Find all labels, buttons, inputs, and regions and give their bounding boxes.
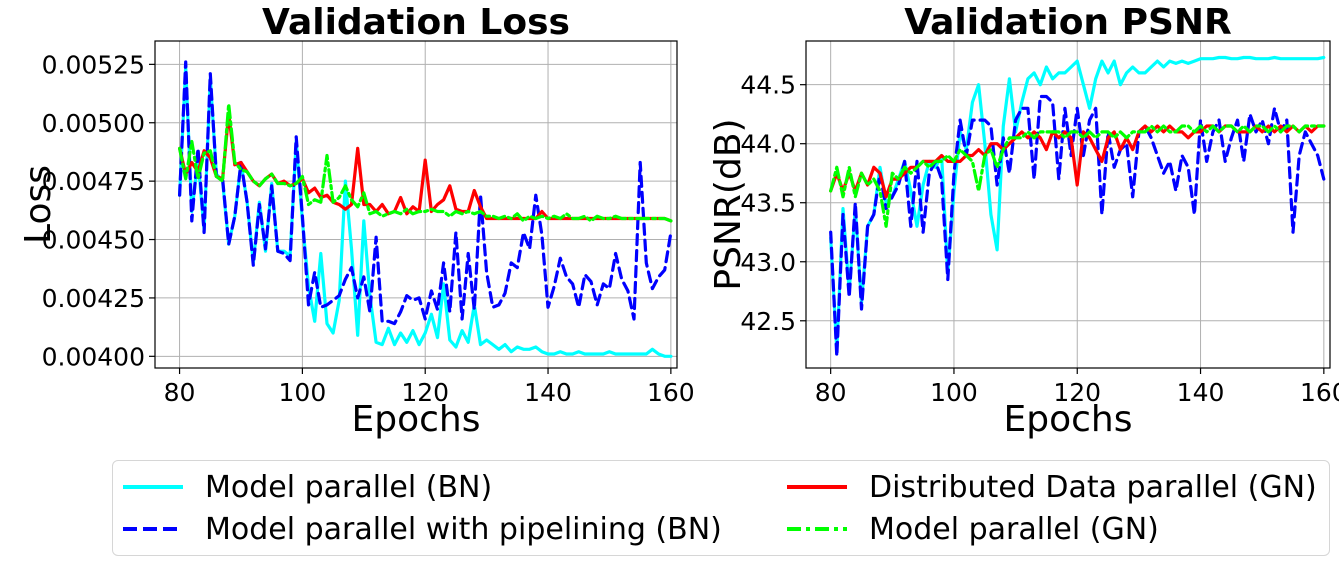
series-group	[178, 60, 673, 358]
legend-item-model-parallel-pipelining-bn: Model parallel with pipelining (BN)	[123, 509, 722, 549]
x-tick-label: 160	[647, 378, 695, 407]
charts-svg: 80 100 120 140 160 0.00400 0.00425 0.00450 0.004…	[18, 2, 1339, 440]
x-tick-label: 160	[1300, 378, 1339, 407]
series-line-2	[829, 124, 1326, 199]
y-tick-label: 43.0	[740, 248, 796, 277]
x-tick-label: 120	[401, 378, 449, 407]
legend-item-model-parallel-gn: Model parallel (GN)	[787, 509, 1159, 549]
series-line-3	[829, 124, 1326, 228]
x-tick-label: 100	[930, 378, 978, 407]
x-tick-label: 140	[1177, 378, 1225, 407]
x-tick-label: 140	[524, 378, 572, 407]
legend-swatch-model-parallel-bn	[123, 485, 183, 489]
plot-frame	[805, 40, 1331, 369]
y-tick-label: 0.00525	[42, 50, 145, 79]
chart-panel-0: 80 100 120 140 160 0.00400 0.00425 0.00450 0.004…	[18, 2, 695, 440]
x-tick-label: 80	[164, 378, 196, 407]
legend-item-ddp-gn: Distributed Data parallel (GN)	[787, 467, 1317, 507]
y-tick-label: 0.00425	[42, 284, 145, 313]
chart-title: Validation Loss	[262, 2, 570, 43]
x-axis-label: Epochs	[352, 399, 481, 440]
x-tick-label: 80	[815, 378, 847, 407]
series-group	[829, 55, 1326, 358]
y-axis-label: PSNR(dB)	[708, 118, 749, 290]
y-tick-label: 44.5	[740, 71, 796, 100]
legend-label: Model parallel (GN)	[869, 511, 1159, 547]
y-tick-label: 42.5	[740, 307, 796, 336]
legend: Model parallel (BN) Model parallel with …	[112, 460, 1330, 556]
legend-swatch-model-parallel-pipelining-bn	[123, 527, 183, 531]
x-tick-label: 120	[1053, 378, 1101, 407]
legend-label: Distributed Data parallel (GN)	[869, 469, 1317, 505]
y-tick-label: 0.00500	[42, 109, 145, 138]
series-line-1	[178, 60, 673, 326]
series-line-1	[829, 94, 1326, 358]
y-tick-label: 0.00450	[42, 226, 145, 255]
x-axis-label: Epochs	[1004, 399, 1133, 440]
legend-item-model-parallel-bn: Model parallel (BN)	[123, 467, 492, 507]
y-tick-label: 0.00400	[42, 342, 145, 371]
legend-swatch-ddp-gn	[787, 485, 847, 489]
legend-label: Model parallel with pipelining (BN)	[205, 511, 722, 547]
x-tick-label: 100	[279, 378, 327, 407]
y-axis-label: Loss	[18, 165, 59, 244]
y-tick-label: 0.00475	[42, 167, 145, 196]
legend-label: Model parallel (BN)	[205, 469, 493, 505]
y-tick-label: 44.0	[740, 130, 796, 159]
legend-swatch-model-parallel-gn	[787, 527, 847, 531]
chart-title: Validation PSNR	[904, 2, 1232, 43]
chart-panel-1: 80 100 120 140 160 42.5 43.0 43.5 44.0 44.5 Valida…	[708, 2, 1339, 440]
plot-frame	[154, 40, 678, 369]
series-line-3	[178, 102, 673, 223]
y-tick-label: 43.5	[740, 189, 796, 218]
